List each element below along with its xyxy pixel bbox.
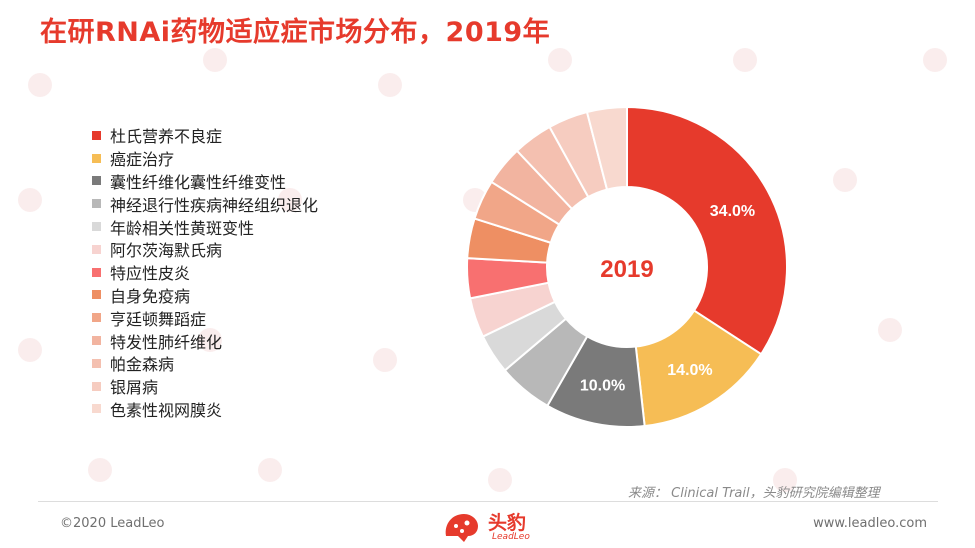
- legend-item: 囊性纤维化囊性纤维变性: [92, 170, 318, 193]
- legend-swatch: [92, 222, 101, 232]
- slice-value-label: 14.0%: [667, 362, 712, 379]
- legend-label: 阿尔茨海默氏病: [110, 241, 223, 261]
- legend-item: 帕金森病: [92, 352, 318, 375]
- leadleo-logo: 头豹 LeadLeo: [440, 504, 545, 548]
- legend-item: 年龄相关性黄斑变性: [92, 215, 318, 238]
- legend-label: 自身免疫病: [110, 286, 191, 306]
- footer-divider: [38, 501, 938, 502]
- logo-text: 头豹: [488, 512, 527, 534]
- legend-item: 亨廷顿舞蹈症: [92, 306, 318, 329]
- legend-label: 特应性皮炎: [110, 264, 191, 284]
- legend-label: 神经退行性疾病神经组织退化: [110, 195, 319, 215]
- legend-item: 阿尔茨海默氏病: [92, 238, 318, 261]
- logo-subtext: LeadLeo: [492, 532, 530, 542]
- legend-swatch: [92, 153, 101, 163]
- legend-label: 银屑病: [110, 378, 159, 398]
- legend-swatch: [92, 199, 101, 209]
- donut-center-label: 2019: [600, 256, 653, 283]
- legend-item: 特发性肺纤维化: [92, 329, 318, 352]
- source-note: 来源： Clinical Trail，头豹研究院编辑整理: [628, 486, 880, 501]
- legend-item: 杜氏营养不良症: [92, 124, 318, 147]
- legend-swatch: [92, 267, 101, 277]
- legend-label: 亨廷顿舞蹈症: [110, 309, 207, 329]
- legend-swatch: [92, 381, 101, 391]
- chart-title: 在研RNAi药物适应症市场分布，2019年: [40, 17, 551, 48]
- legend-item: 特应性皮炎: [92, 261, 318, 284]
- slice-value-label: 34.0%: [710, 203, 755, 220]
- legend-label: 杜氏营养不良症: [110, 127, 223, 147]
- legend-item: 色素性视网膜炎: [92, 398, 318, 421]
- chart-legend: 杜氏营养不良症 癌症治疗囊性纤维化囊性纤维变性神经退行性疾病神经组织退化 年龄相关性…: [92, 124, 318, 420]
- legend-swatch: [92, 313, 101, 323]
- legend-item: 自身免疫病: [92, 284, 318, 307]
- legend-item: 银屑病: [92, 375, 318, 398]
- legend-swatch: [92, 244, 101, 254]
- legend-swatch: [92, 336, 101, 346]
- donut-slice: [585, 105, 628, 191]
- legend-item: 癌症治疗: [92, 147, 318, 170]
- legend-item: 神经退行性疾病神经组织退化: [92, 192, 318, 215]
- copyright-text: ©2020 LeadLeo: [60, 516, 165, 531]
- legend-label: 年龄相关性黄斑变性: [110, 218, 255, 238]
- legend-swatch: [92, 358, 101, 368]
- legend-label: 色素性视网膜炎: [110, 400, 223, 420]
- legend-swatch: [92, 290, 101, 300]
- legend-swatch: [92, 404, 101, 414]
- legend-label: 特发性肺纤维化: [110, 332, 223, 352]
- donut-slice: [626, 105, 788, 356]
- legend-label: 帕金森病: [110, 355, 175, 375]
- website-link[interactable]: www.leadleo.com: [813, 516, 927, 531]
- legend-label: 囊性纤维化囊性纤维变性: [110, 173, 287, 192]
- leopard-logo-icon: [445, 514, 478, 542]
- legend-label: 癌症治疗: [110, 150, 175, 170]
- slice-value-label: 10.0%: [580, 377, 625, 394]
- legend-swatch: [92, 130, 101, 140]
- legend-swatch: [92, 176, 101, 186]
